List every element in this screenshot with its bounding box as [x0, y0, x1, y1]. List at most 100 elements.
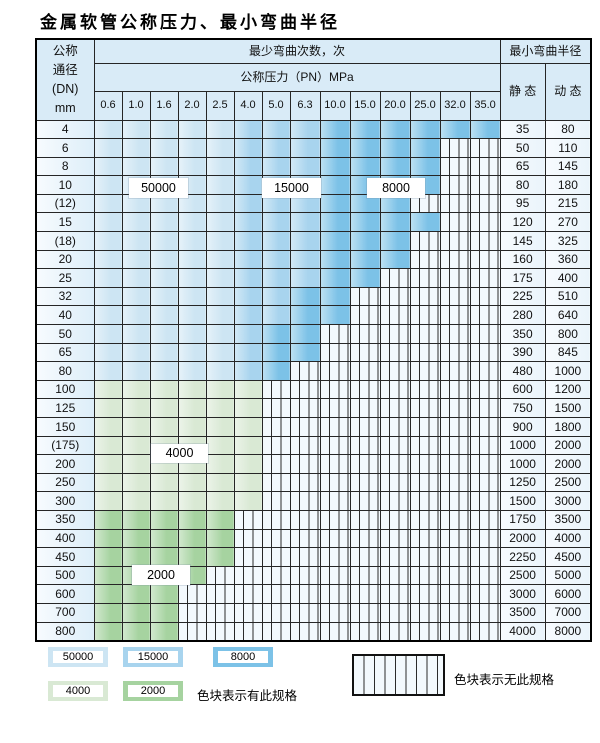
- spec-cell: [121, 602, 151, 623]
- spec-cell: [261, 342, 291, 363]
- no-spec-cell: [469, 417, 501, 437]
- spec-cell: [149, 231, 179, 251]
- no-spec-cell: [289, 417, 321, 437]
- spec-cell: [261, 138, 291, 158]
- spec-cell: [93, 342, 123, 363]
- spec-cell: [149, 361, 179, 381]
- no-spec-cell: [469, 547, 501, 567]
- spec-cell: [233, 454, 263, 474]
- spec-cell: [149, 379, 179, 400]
- dn-cell: 50: [35, 324, 95, 344]
- spec-cell: [149, 156, 179, 177]
- spec-cell: [177, 528, 207, 549]
- spec-cell: [121, 491, 151, 511]
- spec-cell: [205, 249, 235, 270]
- dynamic-radius-cell: 640: [544, 305, 592, 326]
- spec-cell: [93, 584, 123, 604]
- no-spec-cell: [349, 528, 381, 549]
- legend-hatch-box: [352, 654, 445, 696]
- table-row: 80 480 1000: [35, 361, 592, 381]
- spec-cell: [289, 119, 321, 140]
- no-spec-cell: [289, 621, 321, 642]
- spec-cell: [149, 119, 179, 140]
- spec-cell: [149, 547, 179, 567]
- spec-cell: [205, 212, 235, 233]
- spec-cell: [233, 435, 263, 456]
- spec-cell: [121, 324, 151, 344]
- spec-cell: [121, 417, 151, 437]
- dn-cell: (175): [35, 435, 95, 456]
- dn-cell: 400: [35, 528, 95, 549]
- table-row: (12) 95 215: [35, 193, 592, 214]
- no-spec-cell: [261, 398, 291, 418]
- no-spec-cell: [439, 324, 471, 344]
- no-spec-cell: [409, 454, 441, 474]
- no-spec-cell: [439, 286, 471, 307]
- no-spec-cell: [379, 621, 411, 642]
- spec-cell: [177, 509, 207, 530]
- spec-cell: [149, 286, 179, 307]
- spec-cell: [93, 361, 123, 381]
- dn-cell: 4: [35, 119, 95, 140]
- no-spec-cell: [469, 175, 501, 195]
- spec-cell: [149, 324, 179, 344]
- legend-swatch-15000-label: 15000: [128, 651, 178, 663]
- static-radius-cell: 175: [499, 268, 546, 288]
- static-radius-cell: 3000: [499, 584, 546, 604]
- spec-cell: [233, 305, 263, 326]
- spec-cell: [149, 472, 179, 493]
- static-column-header: 静 态: [499, 62, 546, 121]
- spec-cell: [177, 305, 207, 326]
- dn-cell: 125: [35, 398, 95, 418]
- dynamic-radius-cell: 5000: [544, 565, 592, 586]
- spec-cell: [149, 398, 179, 418]
- table-row: 500 2500 5000: [35, 565, 592, 586]
- static-radius-cell: 1750: [499, 509, 546, 530]
- spec-cell: [121, 398, 151, 418]
- no-spec-cell: [349, 472, 381, 493]
- no-spec-cell: [439, 175, 471, 195]
- static-radius-cell: 1500: [499, 491, 546, 511]
- spec-cell: [289, 212, 321, 233]
- spec-cell: [121, 379, 151, 400]
- spec-cell: [149, 305, 179, 326]
- no-spec-cell: [379, 584, 411, 604]
- no-spec-cell: [289, 584, 321, 604]
- no-spec-cell: [409, 379, 441, 400]
- dn-cell: 300: [35, 491, 95, 511]
- no-spec-cell: [469, 509, 501, 530]
- spec-cell: [349, 231, 381, 251]
- spec-cell: [149, 584, 179, 604]
- no-spec-cell: [439, 584, 471, 604]
- dn-cell: (18): [35, 231, 95, 251]
- no-spec-cell: [469, 193, 501, 214]
- dn-cell: 25: [35, 268, 95, 288]
- legend-no-spec-text: 色块表示无此规格: [454, 673, 555, 687]
- spec-cell: [319, 305, 351, 326]
- no-spec-cell: [349, 491, 381, 511]
- static-radius-cell: 2500: [499, 565, 546, 586]
- spec-cell: [121, 454, 151, 474]
- no-spec-cell: [469, 231, 501, 251]
- spec-cell: [319, 193, 351, 214]
- no-spec-cell: [205, 584, 235, 604]
- pressure-header-cell: 25.0: [409, 90, 441, 121]
- dynamic-radius-cell: 270: [544, 212, 592, 233]
- no-spec-cell: [319, 584, 351, 604]
- no-spec-cell: [469, 621, 501, 642]
- dn-header-line-4: mm: [54, 100, 76, 115]
- spec-cell: [121, 305, 151, 326]
- spec-cell: [205, 472, 235, 493]
- no-spec-cell: [409, 324, 441, 344]
- spec-cell: [469, 119, 501, 140]
- spec-cell: [121, 472, 151, 493]
- no-spec-cell: [439, 472, 471, 493]
- dynamic-radius-cell: 1000: [544, 361, 592, 381]
- dn-cell: 700: [35, 602, 95, 623]
- spec-cell: [379, 249, 411, 270]
- spec-cell: [349, 156, 381, 177]
- spec-cell: [289, 286, 321, 307]
- no-spec-cell: [439, 193, 471, 214]
- pressure-header-cell: 20.0: [379, 90, 411, 121]
- dn-cell: 250: [35, 472, 95, 493]
